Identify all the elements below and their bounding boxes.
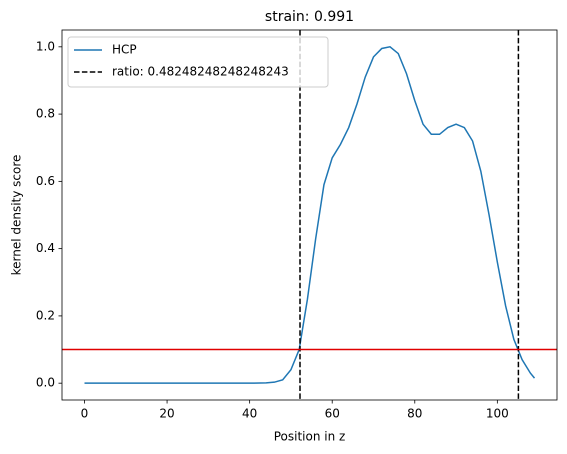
- x-tick-label: 40: [242, 407, 257, 421]
- legend-box: [67, 36, 329, 88]
- x-tick-label: 20: [159, 407, 174, 421]
- plot-frame: [61, 29, 558, 401]
- y-tick-label: 1.0: [36, 39, 55, 53]
- y-tick-label: 0.4: [36, 241, 55, 255]
- chart-title: strain: 0.991: [265, 9, 354, 25]
- y-tick-label: 0.0: [36, 376, 55, 390]
- y-tick-label: 0.8: [36, 107, 55, 121]
- legend-label: HCP: [112, 43, 137, 57]
- x-axis-label: Position in z: [274, 430, 346, 444]
- legend-label: ratio: 0.48248248248248243: [112, 65, 289, 79]
- x-tick-label: 60: [325, 407, 340, 421]
- x-tick-label: 0: [81, 407, 89, 421]
- x-tick-label: 80: [407, 407, 422, 421]
- y-tick-label: 0.6: [36, 174, 55, 188]
- data-line: [84, 46, 536, 384]
- x-tick-label: 100: [486, 407, 509, 421]
- y-axis-label: kernel density score: [10, 155, 24, 276]
- y-tick-label: 0.2: [36, 308, 55, 322]
